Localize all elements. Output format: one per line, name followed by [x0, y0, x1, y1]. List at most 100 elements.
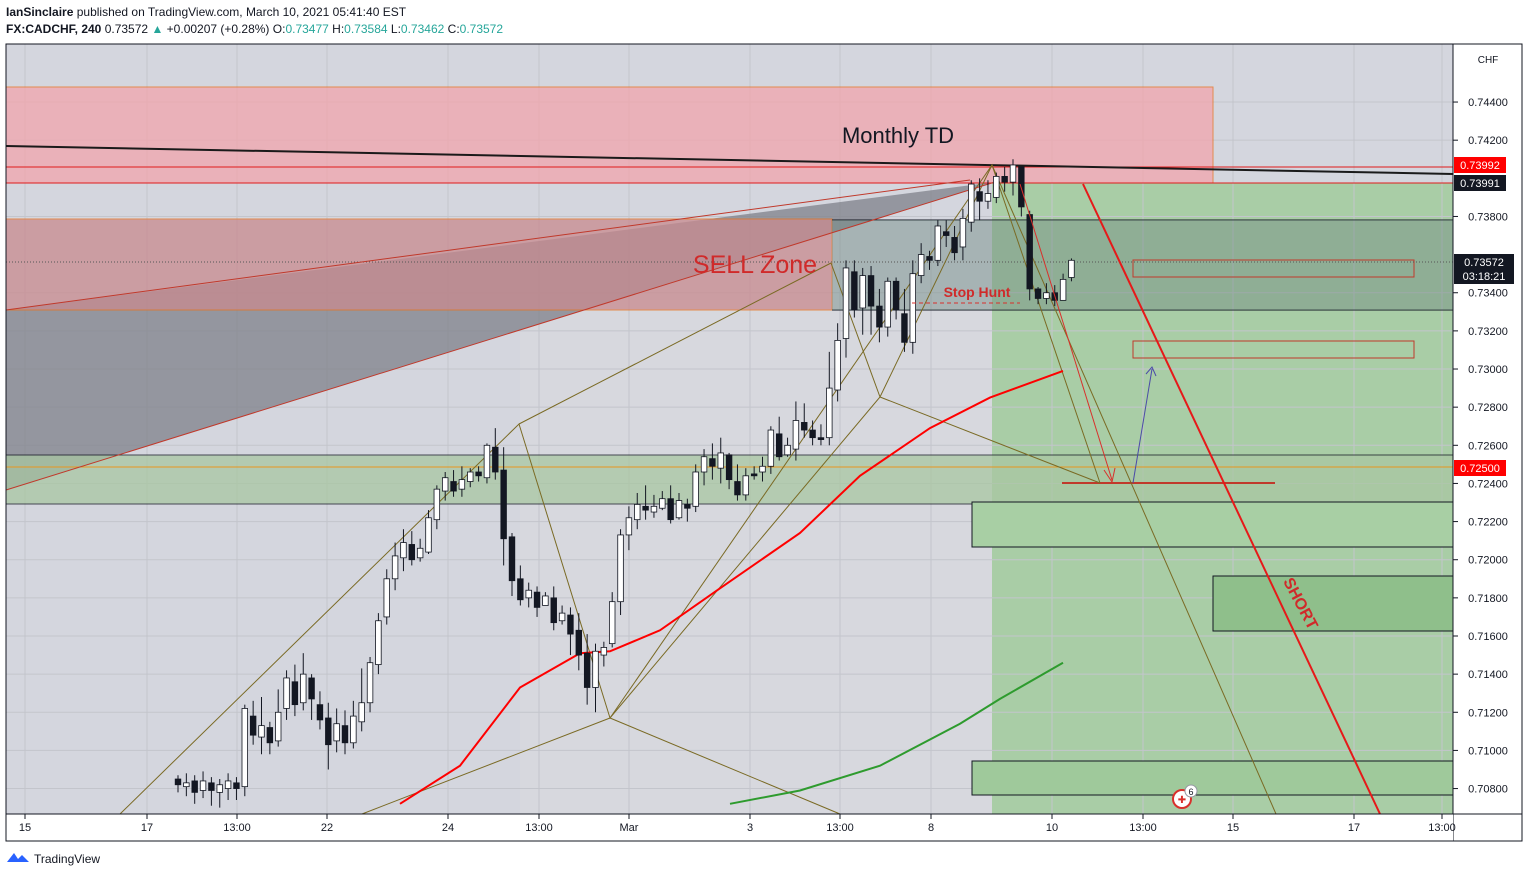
candle-body	[375, 620, 382, 666]
candle-body	[1026, 214, 1033, 290]
candle-body	[467, 471, 474, 482]
candle-body	[341, 725, 349, 744]
candle-body	[642, 505, 649, 511]
tag-countdown: 03:18:21	[1463, 271, 1506, 283]
price-tick-label: 0.73400	[1468, 288, 1508, 300]
time-tick-label: 17	[1348, 822, 1360, 834]
candle-body	[1059, 278, 1067, 301]
projection-blue-arrow	[1132, 368, 1153, 484]
candle-body	[717, 452, 724, 469]
candle-body	[316, 704, 324, 721]
candle-body	[283, 677, 290, 709]
candle-body	[959, 217, 967, 248]
candle-body	[993, 176, 1000, 198]
candle-body	[408, 544, 415, 561]
candle-body	[483, 444, 491, 479]
candle-body	[508, 536, 516, 582]
time-tick-label: 8	[928, 822, 934, 834]
tradingview-logo[interactable]: TradingView	[6, 850, 126, 870]
candlestick-series	[174, 159, 1075, 808]
triangle-wedge-line-lower	[5, 181, 996, 491]
time-tick-label: 17	[141, 822, 153, 834]
published-text: published on TradingView.com, March 10, …	[76, 5, 407, 19]
price-tick-label: 0.72200	[1468, 517, 1508, 529]
candle-body	[425, 517, 432, 553]
price-tick-label: 0.70800	[1468, 784, 1508, 796]
candle-body	[817, 437, 825, 440]
candle-body	[333, 723, 340, 742]
high-value: 0.73584	[344, 22, 388, 36]
candle-body	[383, 578, 390, 618]
candle-body	[901, 313, 908, 343]
candle-body	[416, 547, 424, 559]
tag-07399-box	[1454, 175, 1506, 191]
candle-body	[659, 498, 666, 509]
candle-body	[884, 280, 891, 328]
candle-body	[191, 780, 198, 793]
projection-red-arrow	[1019, 183, 1113, 481]
price-tick-label: 0.72400	[1468, 478, 1508, 490]
time-tick-label: 13:00	[1129, 822, 1157, 834]
candle-body	[274, 711, 282, 742]
chart-frame	[5, 43, 1523, 842]
candle-body	[308, 677, 315, 700]
publisher-name[interactable]: IanSinclaire	[6, 5, 74, 19]
time-axis-ticks: 15 17 13:00 22 24 13:00 Mar 3 13:00 8 10 13:00 15 17 1…	[19, 814, 1456, 834]
candle-body	[851, 271, 858, 311]
price-tick-label: 0.71000	[1468, 745, 1508, 757]
candle-body	[750, 473, 758, 477]
time-tick-label: 10	[1046, 822, 1058, 834]
monthly-trend-line	[5, 145, 1454, 175]
candle-body	[1001, 176, 1008, 183]
candle-body	[533, 591, 541, 608]
candle-body	[784, 444, 791, 456]
tradingview-logo-icon	[7, 853, 29, 862]
tag-07399-top: 0.73992	[1460, 160, 1500, 172]
wedge-light-area	[520, 300, 992, 814]
candle-body	[792, 420, 800, 450]
stop-hunt-label: Stop Hunt	[944, 284, 1011, 300]
candle-body	[909, 273, 916, 343]
candle-body	[458, 479, 466, 490]
candle-body	[183, 782, 190, 788]
candle-body	[667, 498, 674, 521]
last-price: 0.73572	[104, 22, 149, 36]
target-zone-2	[1212, 575, 1454, 632]
candle-body	[325, 717, 332, 746]
candle-body	[500, 469, 507, 540]
flag-glyph: ✚	[1178, 795, 1186, 806]
tag-07250-box	[1454, 460, 1506, 476]
time-tick-label: 13:00	[826, 822, 854, 834]
candle-body	[609, 601, 616, 645]
price-tick-label: 0.71600	[1468, 631, 1508, 643]
candle-body	[441, 477, 449, 492]
candle-body	[241, 708, 248, 788]
candle-body	[350, 715, 357, 744]
candle-body	[634, 504, 641, 521]
candle-body	[801, 422, 808, 431]
open-value: 0.73477	[285, 22, 329, 36]
symbol-label[interactable]: FX:CADCHF, 240	[6, 22, 102, 36]
time-tick-label: 15	[19, 822, 31, 834]
candle-body	[291, 681, 299, 706]
time-tick-label: Mar	[620, 822, 639, 834]
candle-body	[558, 612, 566, 622]
monthly-td-label: Monthly TD	[842, 123, 954, 148]
event-count-badge[interactable]	[1184, 784, 1198, 798]
close-label: C:	[447, 22, 460, 36]
candle-body	[583, 652, 591, 688]
candle-body	[1043, 292, 1050, 299]
monthly-td-zone	[5, 86, 1214, 184]
time-tick-label: 3	[747, 822, 753, 834]
candle-body	[917, 254, 925, 276]
candle-body	[216, 784, 223, 793]
candle-body	[826, 387, 833, 439]
low-label: L:	[390, 22, 401, 36]
candle-body	[675, 500, 683, 519]
candle-body	[926, 256, 933, 261]
red-box-2	[1132, 340, 1415, 359]
time-axis[interactable]	[6, 814, 1453, 841]
candle-body	[692, 471, 699, 507]
candle-body	[892, 280, 900, 311]
